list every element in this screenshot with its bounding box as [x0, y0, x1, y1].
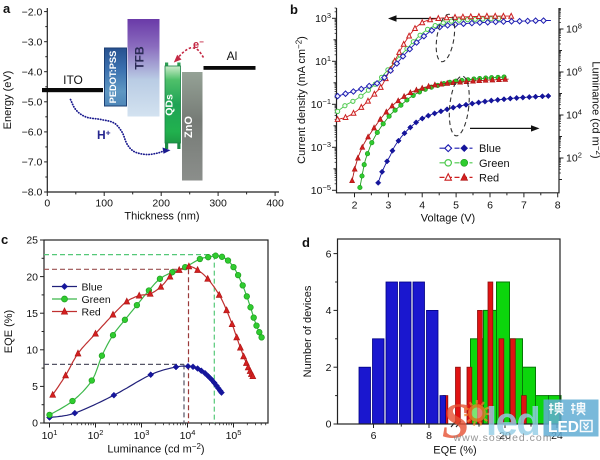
svg-text:Thickness (nm): Thickness (nm) [124, 211, 199, 223]
svg-text:10−5: 10−5 [311, 183, 331, 197]
svg-text:102: 102 [88, 428, 104, 442]
svg-text:−8.0: −8.0 [22, 187, 43, 199]
svg-text:7: 7 [521, 199, 527, 211]
svg-text:103: 103 [315, 11, 331, 25]
svg-text:−2.0: −2.0 [22, 6, 43, 18]
svg-text:20: 20 [499, 430, 511, 442]
svg-text:5: 5 [32, 381, 38, 393]
svg-text:Current density (mA cm−2): Current density (mA cm−2) [295, 36, 309, 164]
svg-text:3: 3 [385, 199, 391, 211]
svg-text:0: 0 [32, 418, 38, 430]
svg-text:Luminance (cd m−2): Luminance (cd m−2) [107, 442, 204, 456]
svg-text:TFB: TFB [133, 46, 147, 70]
svg-text:10: 10 [26, 345, 38, 357]
svg-text:104: 104 [566, 108, 582, 122]
svg-text:10−3: 10−3 [311, 140, 331, 154]
svg-text:PEDOT:PSS: PEDOT:PSS [108, 51, 118, 104]
svg-text:8: 8 [426, 430, 432, 442]
svg-text:d: d [302, 235, 310, 250]
svg-text:−7.0: −7.0 [22, 157, 43, 169]
svg-text:5: 5 [453, 199, 459, 211]
svg-text:Number of devices: Number of devices [302, 285, 314, 377]
svg-text:101: 101 [315, 54, 331, 68]
svg-text:101: 101 [42, 428, 58, 442]
svg-text:108: 108 [566, 22, 582, 36]
svg-text:Green: Green [82, 294, 111, 306]
svg-text:Luminance (cd m−2): Luminance (cd m−2) [590, 61, 600, 158]
svg-text:400: 400 [266, 198, 284, 210]
svg-text:6: 6 [371, 430, 377, 442]
svg-text:EQE (%): EQE (%) [433, 445, 476, 457]
svg-text:200: 200 [152, 198, 170, 210]
svg-text:Blue: Blue [82, 281, 103, 293]
svg-text:300: 300 [209, 198, 227, 210]
svg-text:6: 6 [487, 199, 493, 211]
svg-text:a: a [3, 1, 11, 16]
svg-text:8: 8 [555, 199, 561, 211]
svg-text:H+: H+ [97, 128, 111, 143]
svg-text:2: 2 [326, 362, 332, 374]
svg-text:10−1: 10−1 [311, 97, 331, 111]
svg-text:EQE (%): EQE (%) [3, 310, 15, 353]
svg-text:20: 20 [26, 271, 38, 283]
svg-text:led: led [486, 400, 539, 444]
svg-text:S: S [442, 392, 470, 448]
svg-text:LED: LED [548, 419, 579, 436]
svg-text:104: 104 [180, 428, 196, 442]
svg-text:Energy (eV): Energy (eV) [2, 71, 14, 130]
svg-text:0: 0 [326, 419, 332, 431]
svg-text:−6.0: −6.0 [22, 127, 43, 139]
svg-text:2: 2 [352, 199, 358, 211]
svg-text:4: 4 [326, 305, 332, 317]
svg-text:c: c [1, 232, 8, 247]
svg-text:e−: e− [193, 38, 204, 52]
svg-text:6: 6 [326, 248, 332, 260]
svg-text:0: 0 [44, 198, 50, 210]
svg-text:ITO: ITO [63, 73, 83, 87]
svg-text:Al: Al [227, 49, 238, 63]
svg-text:Blue: Blue [479, 143, 501, 155]
svg-text:100: 100 [95, 198, 113, 210]
svg-text:Voltage (V): Voltage (V) [421, 212, 475, 224]
svg-text:b: b [290, 2, 298, 17]
svg-text:106: 106 [566, 65, 582, 79]
svg-text:www.sosoled.com: www.sosoled.com [452, 432, 552, 444]
svg-text:Red: Red [479, 172, 499, 184]
svg-text:102: 102 [566, 151, 582, 165]
svg-text:Green: Green [479, 158, 510, 170]
svg-text:4: 4 [419, 199, 425, 211]
svg-text:Red: Red [82, 306, 101, 318]
svg-text:QDs: QDs [164, 94, 176, 116]
svg-text:−4.0: −4.0 [22, 66, 43, 78]
svg-text:25: 25 [26, 235, 38, 247]
svg-text:105: 105 [226, 428, 242, 442]
svg-text:15: 15 [26, 308, 38, 320]
svg-text:−3.0: −3.0 [22, 36, 43, 48]
svg-text:103: 103 [134, 428, 150, 442]
svg-text:ZnO: ZnO [183, 116, 195, 138]
svg-text:−5.0: −5.0 [22, 97, 43, 109]
